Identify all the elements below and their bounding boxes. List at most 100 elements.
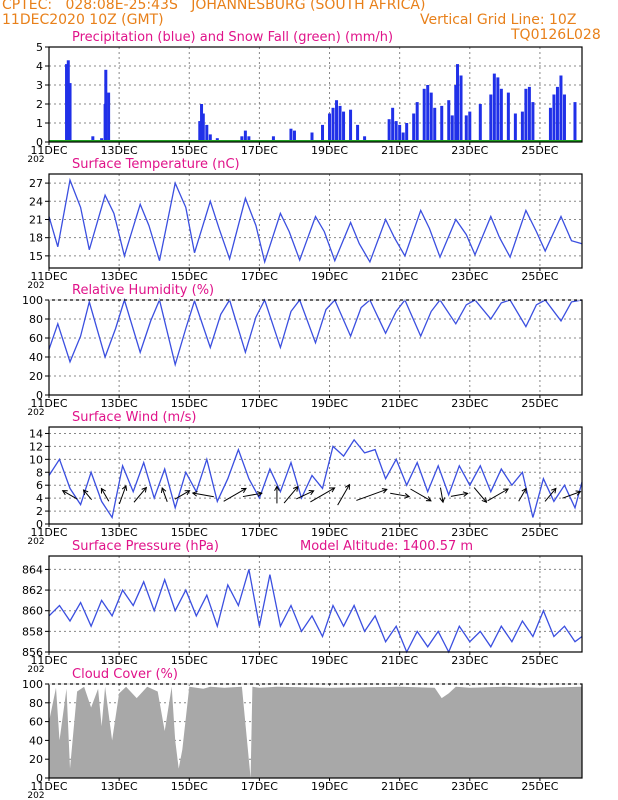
y-tick-label: 0 [36, 518, 43, 531]
wind-arrow-head [160, 486, 167, 493]
wind-arrow-head [121, 484, 128, 491]
y-tick-label: 27 [29, 177, 43, 190]
wind-arrow [450, 492, 468, 497]
precip-bar [440, 105, 444, 142]
y-tick-label: 21 [29, 213, 43, 226]
wind-arrow [223, 488, 247, 502]
y-tick-label: 60 [29, 716, 43, 729]
panel-2: Surface Temperature (nC) 15 18 21 24 27 11DEC 1… [27, 157, 583, 291]
wind-arrow-head [329, 487, 336, 493]
precip-bar [247, 136, 251, 142]
x-tick-label: 25DEC [521, 270, 558, 283]
precip-bar [401, 132, 405, 142]
precip-bar [478, 104, 482, 142]
header-grid-line: Vertical Grid Line: 10Z [420, 12, 577, 28]
x-tick-label: 15DEC [171, 780, 208, 793]
wind-arrow [390, 492, 410, 498]
x-tick-label: 25DEC [521, 526, 558, 539]
x-tick-label: 11DEC [30, 654, 67, 667]
x-tick-label: 11DEC [30, 526, 67, 539]
wind-arrow [410, 488, 432, 502]
precip-bar [573, 102, 577, 142]
y-tick-label: 1 [36, 117, 43, 130]
precip-bar [405, 123, 409, 142]
y-tick-label: 60 [29, 332, 43, 345]
precip-bar [107, 92, 111, 142]
x-tick-label: 17DEC [241, 654, 278, 667]
x-tick-label: 21DEC [381, 397, 418, 410]
wind-arrow-head [184, 490, 191, 496]
wind-arrow-head [344, 483, 350, 490]
wind-arrow-head [274, 485, 280, 492]
wind-arrow [439, 487, 444, 503]
x-tick-label: 21DEC [381, 526, 418, 539]
wind-arrow-head [503, 488, 509, 494]
y-tick-label: 0 [36, 136, 43, 149]
precip-bar [415, 102, 419, 142]
panel-frame [48, 46, 583, 143]
precip-bar [65, 64, 69, 142]
year-fragment: 202 [27, 155, 44, 165]
wind-arrow-head [481, 497, 488, 504]
precip-bar [489, 94, 493, 142]
panel-5: Surface Pressure (hPa) Model Altitude: 14… [22, 539, 583, 675]
wind-arrow [518, 488, 527, 502]
precip-bar [331, 107, 335, 142]
x-tick-label: 25DEC [521, 397, 558, 410]
year-fragment: 202 [27, 408, 44, 418]
wind-arrow-head [82, 489, 89, 496]
x-tick-label: 21DEC [381, 780, 418, 793]
precip-bar [513, 113, 517, 142]
y-tick-label: 10 [29, 453, 43, 466]
cloud-area [49, 686, 582, 778]
series-line [48, 569, 583, 654]
y-tick-label: 0 [36, 389, 43, 402]
precip-bar [205, 124, 209, 142]
x-tick-label: 23DEC [451, 780, 488, 793]
x-tick-label: 25DEC [521, 654, 558, 667]
x-tick-label: 13DEC [101, 270, 138, 283]
x-tick-label: 19DEC [311, 654, 348, 667]
wind-arrow [356, 488, 387, 501]
precip-bar [524, 88, 528, 142]
wind-arrow [562, 491, 581, 499]
panel-1: Precipitation (blue) and Snow Fall (gree… [27, 30, 583, 165]
x-tick-label: 19DEC [311, 270, 348, 283]
precip-bar [496, 77, 500, 142]
y-tick-label: 18 [29, 232, 43, 245]
y-tick-label: 20 [29, 753, 43, 766]
precip-bar [447, 100, 451, 142]
x-tick-label: 19DEC [311, 397, 348, 410]
y-tick-label: 5 [36, 41, 43, 54]
precip-bar [499, 88, 503, 142]
precip-bar [429, 92, 433, 142]
wind-arrow [118, 485, 127, 505]
x-tick-label: 17DEC [241, 270, 278, 283]
wind-arrow-head [191, 490, 198, 497]
x-tick-label: 21DEC [381, 270, 418, 283]
panel-frame [48, 426, 583, 525]
y-tick-label: 0 [36, 772, 43, 785]
y-tick-label: 864 [22, 563, 43, 576]
panel-6: Cloud Cover (%) 0 20 40 60 80 100 11DEC 13DEC 15D… [22, 667, 583, 800]
precip-bar [91, 136, 95, 142]
x-tick-label: 23DEC [451, 654, 488, 667]
wind-arrow [296, 490, 314, 500]
wind-arrow [337, 484, 350, 506]
y-tick-label: 100 [22, 678, 43, 691]
year-fragment: 202 [27, 281, 44, 291]
precip-bar [338, 105, 342, 142]
y-tick-label: 2 [36, 505, 43, 518]
y-tick-label: 2 [36, 98, 43, 111]
x-tick-label: 23DEC [451, 270, 488, 283]
y-tick-label: 15 [29, 250, 43, 263]
x-tick-label: 17DEC [241, 780, 278, 793]
precip-bar [356, 124, 360, 142]
panel-title: Surface Pressure (hPa) [72, 539, 219, 554]
precip-bar [555, 86, 559, 142]
y-tick-label: 100 [22, 294, 43, 307]
precip-bar [506, 92, 510, 142]
precip-bar [289, 128, 293, 142]
